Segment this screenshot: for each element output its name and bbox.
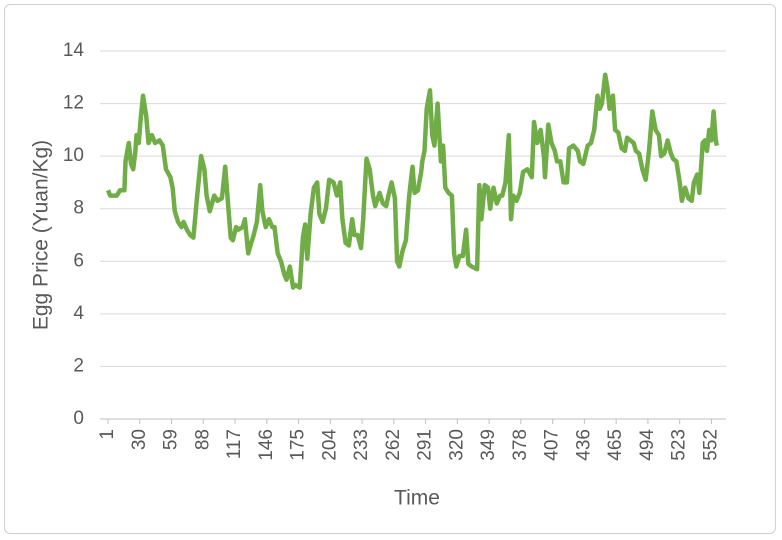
x-tick-label: 262 bbox=[383, 429, 404, 461]
y-tick-label: 14 bbox=[63, 40, 85, 61]
y-axis-label: Egg Price (Yuan/Kg) bbox=[30, 140, 53, 330]
x-tick-label: 59 bbox=[161, 429, 182, 450]
y-tick-label: 4 bbox=[73, 303, 84, 324]
x-tick-label: 30 bbox=[129, 429, 150, 450]
x-tick-label: 146 bbox=[256, 429, 277, 461]
price-line bbox=[105, 72, 720, 290]
x-tick-label: 320 bbox=[446, 429, 467, 461]
y-tick-label: 12 bbox=[63, 93, 84, 114]
x-tick-label: 523 bbox=[669, 429, 690, 461]
x-tick-label: 204 bbox=[319, 429, 340, 461]
x-axis-label: Time bbox=[394, 487, 440, 510]
x-tick-label: 494 bbox=[637, 429, 658, 461]
x-tick-label: 117 bbox=[224, 429, 245, 459]
y-tick-label: 2 bbox=[73, 355, 84, 376]
y-tick-label: 8 bbox=[73, 198, 84, 219]
x-tick-label: 465 bbox=[605, 429, 626, 461]
x-tick-label: 407 bbox=[542, 429, 563, 461]
x-tick-label: 552 bbox=[700, 429, 721, 461]
x-tick-label: 88 bbox=[192, 429, 213, 450]
x-tick-label: 1 bbox=[97, 429, 118, 440]
y-tick-label: 10 bbox=[63, 145, 84, 166]
y-tick-label: 6 bbox=[73, 250, 84, 271]
x-tick-label: 349 bbox=[478, 429, 499, 461]
y-tick-label: 0 bbox=[73, 408, 84, 429]
x-tick-label: 233 bbox=[351, 429, 372, 461]
x-tick-label: 436 bbox=[573, 429, 594, 461]
x-tick-label: 291 bbox=[415, 429, 436, 461]
x-tick-label: 175 bbox=[288, 429, 309, 461]
chart-frame bbox=[4, 4, 776, 534]
x-tick-label: 378 bbox=[510, 429, 531, 461]
